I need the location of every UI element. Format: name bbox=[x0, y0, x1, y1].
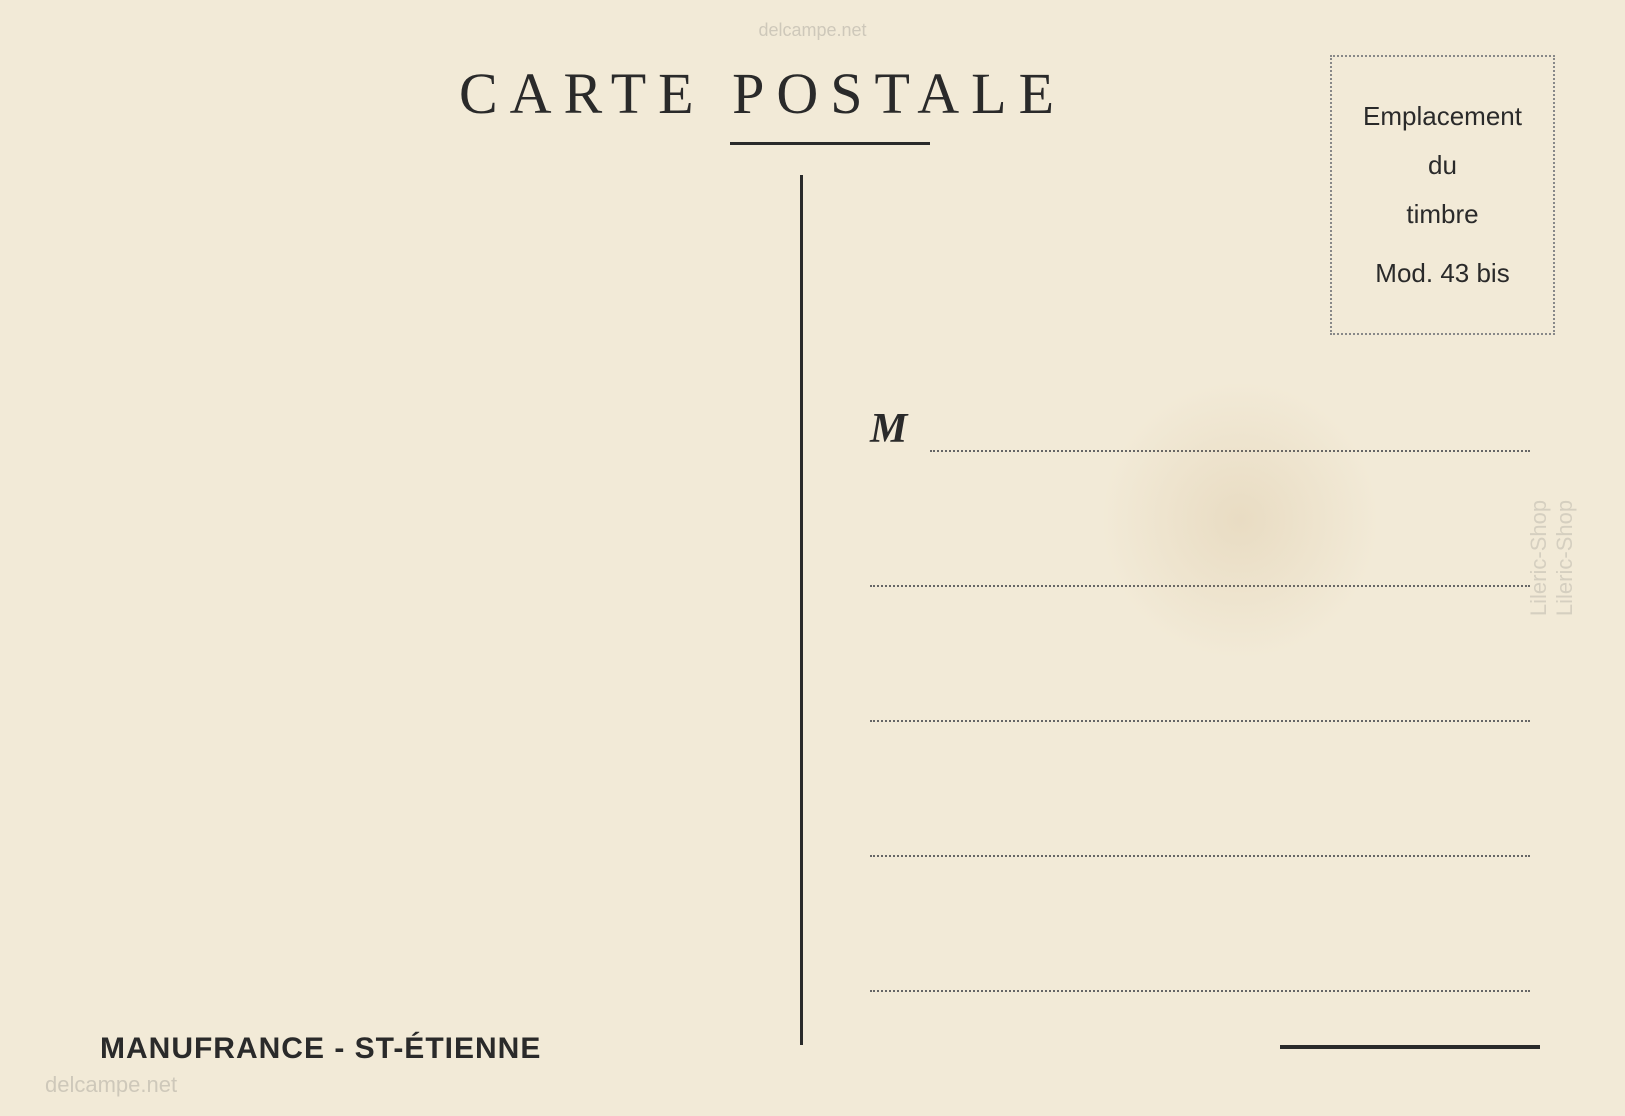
watermark-bottom: delcampe.net bbox=[45, 1072, 177, 1098]
watermark-side-line2: Lileric-Shop bbox=[1552, 500, 1577, 616]
stamp-placeholder-box: Emplacement du timbre Mod. 43 bis bbox=[1330, 55, 1555, 335]
stamp-model-number: Mod. 43 bis bbox=[1375, 258, 1509, 289]
watermark-top: delcampe.net bbox=[758, 20, 866, 41]
recipient-prefix-label: M bbox=[870, 405, 907, 453]
bottom-solid-line bbox=[1280, 1045, 1540, 1049]
postcard-container: delcampe.net CARTE POSTALE Emplacement d… bbox=[0, 0, 1625, 1116]
watermark-side: Lileric-Shop Lileric-Shop bbox=[1526, 500, 1578, 616]
watermark-side-line1: Lileric-Shop bbox=[1526, 500, 1551, 616]
title-underline bbox=[730, 142, 930, 145]
address-line-5 bbox=[870, 990, 1530, 992]
stamp-text-line2: du bbox=[1428, 150, 1457, 181]
manufacturer-label: MANUFRANCE - ST-ÉTIENNE bbox=[100, 1032, 541, 1066]
address-line-4 bbox=[870, 855, 1530, 857]
stamp-text-line1: Emplacement bbox=[1363, 101, 1522, 132]
age-stain bbox=[1100, 380, 1380, 660]
stamp-text-line3: timbre bbox=[1406, 199, 1478, 230]
vertical-divider bbox=[800, 175, 803, 1045]
address-line-3 bbox=[870, 720, 1530, 722]
